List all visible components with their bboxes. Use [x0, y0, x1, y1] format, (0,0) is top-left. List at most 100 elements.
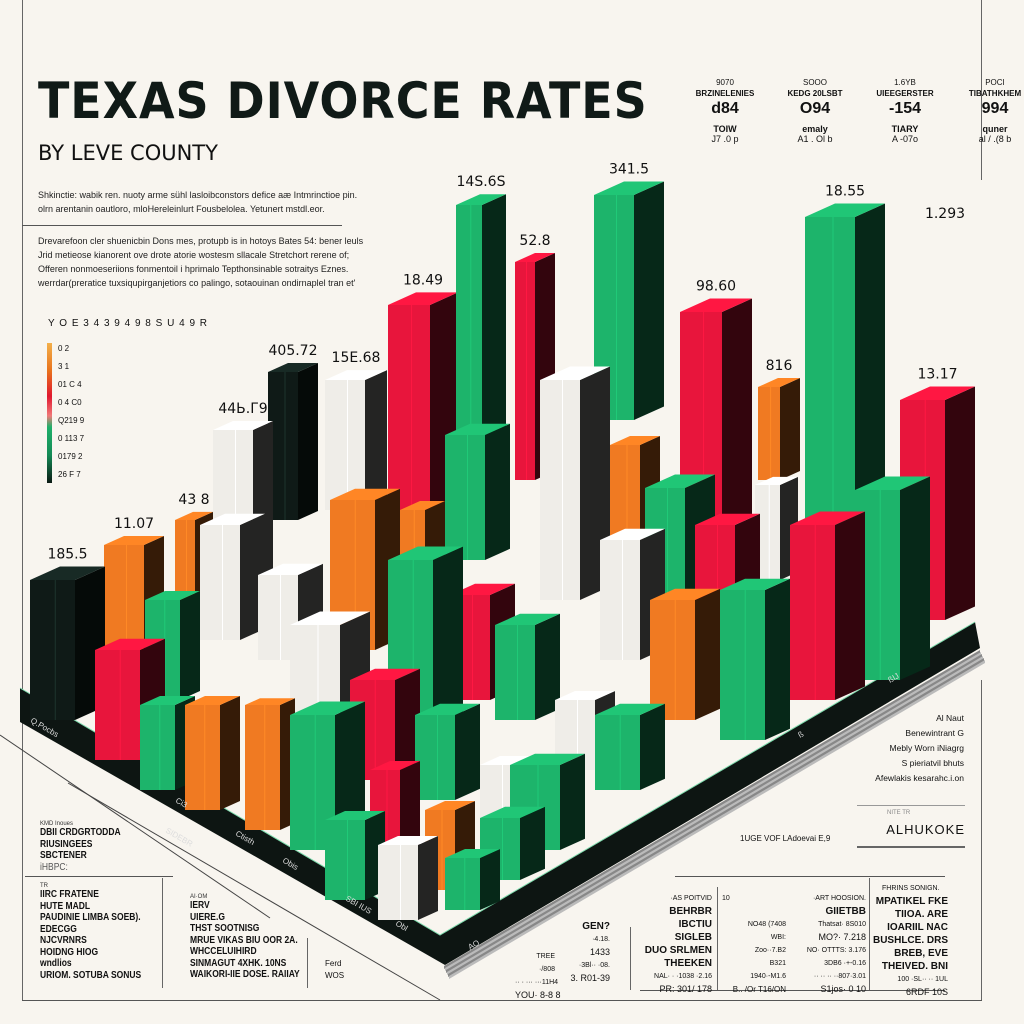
floor-axis-label: ß	[797, 729, 806, 739]
annotation-note: 1UGE VOF LAdoevai E,9	[740, 834, 831, 843]
bar-side-face	[433, 546, 463, 730]
bar-green	[445, 423, 510, 560]
cell: 3. R01-39	[570, 973, 610, 983]
legend-item: 0 2	[58, 344, 70, 353]
footer-line: SBCTENER	[40, 850, 87, 861]
bar-highlight	[622, 540, 623, 660]
bar-top-face	[600, 528, 665, 540]
bar-front-face	[495, 625, 535, 720]
bar-top-face	[213, 421, 273, 430]
bar-highlight	[411, 305, 413, 520]
bar-top-face	[540, 366, 610, 380]
bar-side-face	[765, 578, 790, 740]
cell: B321	[769, 960, 786, 967]
annotation-box: NITE TR ALHUKOKE	[857, 805, 965, 848]
bar-white	[200, 513, 265, 640]
bars-group	[30, 181, 975, 920]
bar-side-face	[395, 668, 420, 780]
bar-side-face	[298, 363, 318, 520]
bar-top-face	[425, 801, 475, 810]
cell: ·4.18.	[592, 936, 610, 943]
bar-side-face	[180, 591, 200, 700]
bar-highlight	[517, 625, 518, 720]
bar-value-label: 43 8	[178, 492, 209, 508]
bar-top-face	[258, 563, 323, 575]
footer-header: KMD Inoues	[40, 821, 74, 827]
footer-line: WOS	[325, 971, 345, 980]
footer-line: IERV	[190, 900, 210, 911]
cell: NO· OTTTS: 3.176	[806, 947, 866, 954]
bar-front-face	[758, 387, 780, 480]
bar-top-face	[140, 696, 195, 705]
bar-top-face	[515, 253, 555, 262]
legend-item: 0 113 7	[58, 434, 85, 443]
bar-top-face	[325, 370, 387, 380]
footer-line: IIRC FRATENE	[40, 889, 99, 900]
bar-orange	[650, 588, 720, 720]
bar-side-face	[455, 703, 480, 800]
footer-line: DBII CRDGRTODDA	[40, 827, 121, 838]
footer-line: SINMAGUT 4XHK. 10NS	[190, 957, 287, 969]
bar-highlight	[413, 510, 415, 580]
bar-top-face	[200, 513, 265, 525]
bar-top-face	[388, 546, 463, 560]
bar-front-face	[415, 715, 455, 800]
bar-highlight	[386, 770, 388, 870]
bar-side-face	[480, 849, 500, 910]
footer-right-col: FHRINS SONIGN. MPATIKEL FKE TIIOA. ARE I…	[870, 882, 948, 999]
cell: TIIOA. ARE	[895, 909, 948, 920]
bar-red	[790, 511, 865, 700]
bar-highlight	[347, 380, 348, 510]
bar-highlight	[412, 560, 414, 730]
bar-side-face	[365, 370, 387, 510]
intro-text: Shkinctie: wabik ren. nuoty arme sühl la…	[38, 188, 357, 216]
bar-value-label: 13.17	[917, 367, 957, 383]
bar-value-label: 341.5	[609, 162, 649, 178]
bar-top-face	[290, 701, 365, 715]
frame-right-line	[981, 0, 982, 180]
bar-highlight	[470, 205, 472, 560]
bar-top-face	[350, 668, 420, 680]
bar-value-label: 18.49	[403, 272, 443, 288]
bar-top-face	[450, 583, 515, 595]
bar-highlight	[284, 372, 286, 520]
bar-top-face	[695, 513, 760, 525]
cell: Thatsat· 8S010	[818, 921, 866, 928]
bar-highlight	[400, 845, 401, 920]
cell: NO48 (7408	[747, 921, 786, 928]
bar-front-face	[595, 715, 640, 790]
footer-line: EDECGG	[40, 923, 77, 935]
bar-front-face	[445, 435, 485, 560]
bar-value-label: 11.07	[114, 516, 154, 532]
footer-left-col1: TR IIRC FRATENE HUTE MADL PAUDINIE LIMBA…	[40, 883, 159, 981]
legend-item: 26 F 7	[58, 470, 81, 479]
footer-left-col2: AI·OM IERV UIERE.G THST SOOTNISG MRUE VI…	[190, 894, 319, 981]
bar-top-face	[104, 536, 164, 545]
body-line: werrdar(preratice tuxsiqupirganjetiors c…	[38, 278, 356, 288]
cell: WBI:	[770, 934, 786, 941]
bar-top-face	[415, 703, 480, 715]
bar-value-label: 14S.6S	[457, 174, 506, 190]
bar-highlight	[626, 445, 628, 550]
annotation-line: Benewintrant G	[905, 728, 964, 738]
bar-top-face	[400, 501, 445, 510]
cell: 1433	[589, 947, 610, 957]
bar-top-face	[650, 588, 720, 600]
bar-highlight	[314, 715, 316, 850]
footer-line: MRUE VIKAS BIU OOR 2A.	[190, 934, 298, 946]
stat-card: 9070 BRZINELENIES d84 TOIW J7 .0 p	[695, 78, 755, 144]
footer-line: NJCVRNRS	[40, 935, 87, 946]
bar-highlight	[204, 705, 206, 810]
footer-line: HOIDNG HIOG	[40, 946, 99, 958]
bar-top-face	[268, 363, 318, 372]
bar-top-face	[790, 511, 865, 525]
legend-item: Q219 9	[58, 416, 85, 425]
bar-highlight	[674, 600, 676, 720]
cell: ·· ·· ·· ··807·3.01	[813, 973, 866, 980]
floor-edge-layer	[448, 658, 984, 977]
bar-front-face	[325, 820, 365, 900]
bar-value-label: 15E.68	[332, 350, 381, 366]
annotation-box-caption: NITE TR	[887, 810, 911, 816]
bar-front-face	[95, 650, 140, 760]
cell: ·AS POITVID	[670, 895, 712, 902]
